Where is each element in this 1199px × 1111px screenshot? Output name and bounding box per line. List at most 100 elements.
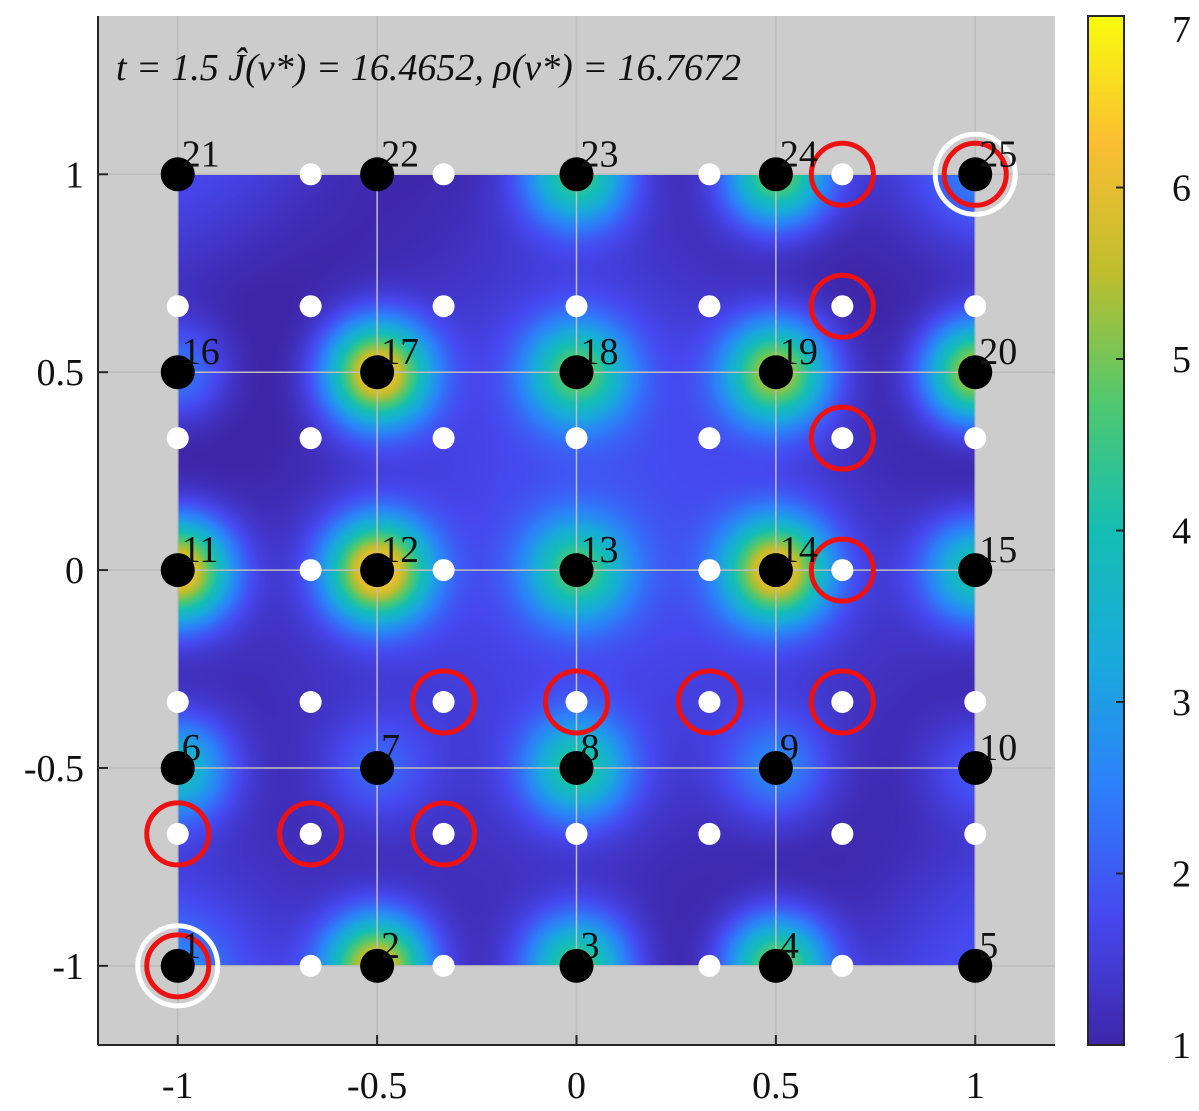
node-label: 1 — [182, 925, 201, 967]
x-tick-label: 0 — [567, 1065, 586, 1107]
red-circle — [808, 668, 876, 736]
node-label: 15 — [979, 529, 1017, 571]
white-point — [698, 559, 721, 582]
white-point — [565, 690, 588, 713]
black-node — [958, 355, 993, 390]
white-point — [698, 427, 721, 450]
black-node — [758, 553, 793, 588]
colorbar-tick-label: 7 — [1172, 9, 1191, 51]
markers — [135, 131, 1018, 1009]
node-label: 7 — [381, 727, 400, 769]
node-label: 23 — [581, 133, 619, 175]
white-point — [166, 690, 189, 713]
red-circle — [941, 140, 1009, 208]
black-node — [559, 355, 594, 390]
node-label: 19 — [780, 331, 818, 373]
node-label: 6 — [182, 727, 201, 769]
black-node — [360, 750, 395, 785]
red-circle — [410, 800, 478, 868]
colorbar-tick-label: 5 — [1172, 339, 1191, 381]
node-label: 10 — [979, 727, 1017, 769]
node-label: 21 — [182, 133, 220, 175]
white-point — [565, 295, 588, 318]
black-node — [559, 553, 594, 588]
y-tick-label: -0.5 — [24, 748, 84, 790]
white-point — [964, 295, 987, 318]
red-circle — [808, 140, 876, 208]
colorbar-tick-label: 3 — [1172, 682, 1191, 724]
black-node — [958, 948, 993, 983]
black-node — [958, 750, 993, 785]
white-point — [166, 427, 189, 450]
node-label: 12 — [381, 529, 419, 571]
white-point — [831, 427, 854, 450]
white-point — [964, 427, 987, 450]
node-label: 5 — [979, 925, 998, 967]
red-circle — [410, 668, 478, 736]
white-point — [831, 822, 854, 845]
x-tick-label: 0.5 — [752, 1065, 800, 1107]
node-label: 9 — [780, 727, 799, 769]
black-node — [160, 553, 195, 588]
black-node — [160, 355, 195, 390]
white-point — [432, 559, 455, 582]
red-circle — [543, 668, 610, 736]
black-node — [758, 750, 793, 785]
colorbar-tick-label: 2 — [1172, 854, 1191, 896]
node-label: 20 — [979, 331, 1017, 373]
white-point — [432, 822, 455, 845]
colorbar-tick-label: 1 — [1172, 1025, 1191, 1067]
black-node — [360, 948, 395, 983]
red-circle — [277, 800, 345, 868]
white-highlight-circle — [932, 131, 1018, 217]
black-node — [958, 553, 993, 588]
red-circle — [675, 668, 743, 736]
white-point — [432, 690, 455, 713]
black-node — [958, 157, 993, 192]
white-point — [831, 163, 854, 186]
white-point — [299, 690, 322, 713]
red-circle — [808, 404, 876, 472]
white-point — [432, 163, 455, 186]
black-node — [360, 157, 395, 192]
white-point — [565, 427, 588, 450]
red-circle — [808, 536, 876, 604]
white-point — [698, 163, 721, 186]
black-node — [758, 157, 793, 192]
node-label: 14 — [780, 529, 818, 571]
white-point — [299, 559, 322, 582]
chart-title: t = 1.5 Ĵ(v*) = 16.4652, ρ(v*) = 16.7672 — [116, 47, 741, 89]
white-point — [299, 427, 322, 450]
red-circle — [144, 932, 212, 1000]
white-point — [432, 954, 455, 977]
white-point — [565, 822, 588, 845]
white-point — [698, 295, 721, 318]
node-label: 17 — [381, 331, 419, 373]
white-point — [831, 690, 854, 713]
white-point — [299, 954, 322, 977]
y-tick-label: 1 — [65, 154, 84, 196]
white-point — [964, 822, 987, 845]
black-node — [360, 355, 395, 390]
black-node — [758, 355, 793, 390]
node-label: 24 — [780, 133, 818, 175]
black-node — [559, 750, 594, 785]
x-tick-label: -1 — [162, 1065, 194, 1107]
white-point — [432, 295, 455, 318]
node-label: 22 — [381, 133, 419, 175]
black-node — [559, 157, 594, 192]
red-circle — [808, 272, 876, 340]
white-point — [698, 822, 721, 845]
black-node — [360, 553, 395, 588]
white-point — [698, 690, 721, 713]
x-tick-label: 1 — [966, 1065, 985, 1107]
node-label: 16 — [182, 331, 220, 373]
node-label: 11 — [182, 529, 219, 571]
node-label: 4 — [780, 925, 799, 967]
y-tick-label: 0.5 — [37, 352, 85, 394]
node-label: 8 — [581, 727, 600, 769]
white-point — [166, 822, 189, 845]
white-point — [964, 690, 987, 713]
